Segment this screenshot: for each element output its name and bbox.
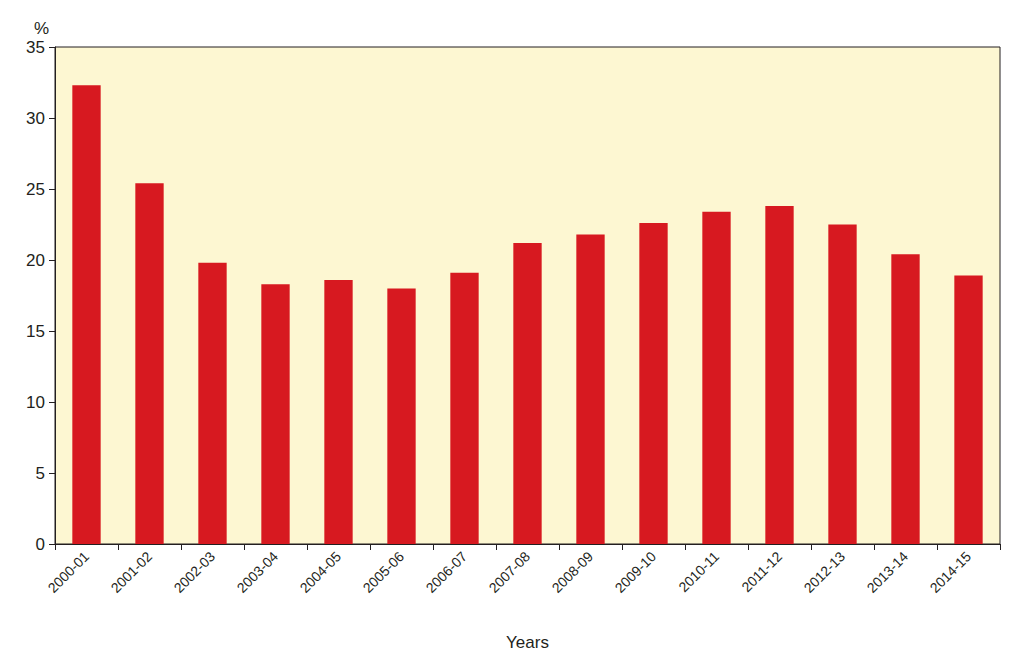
svg-text:%: % — [34, 19, 49, 38]
svg-text:2011-12: 2011-12 — [738, 548, 785, 595]
svg-text:2008-09: 2008-09 — [549, 548, 597, 596]
svg-text:2002-03: 2002-03 — [171, 548, 219, 596]
svg-text:Years: Years — [506, 633, 549, 652]
svg-text:15: 15 — [26, 322, 45, 341]
svg-text:2006-07: 2006-07 — [423, 548, 471, 596]
svg-text:2013-14: 2013-14 — [864, 548, 912, 596]
svg-text:2003-04: 2003-04 — [234, 548, 282, 596]
svg-text:2004-05: 2004-05 — [297, 548, 345, 596]
svg-text:35: 35 — [26, 38, 45, 57]
svg-text:2014-15: 2014-15 — [927, 548, 975, 596]
svg-text:10: 10 — [26, 393, 45, 412]
svg-text:20: 20 — [26, 251, 45, 270]
svg-text:2012-13: 2012-13 — [801, 548, 849, 596]
svg-text:2010-11: 2010-11 — [675, 548, 722, 595]
svg-text:2000-01: 2000-01 — [45, 548, 93, 596]
svg-text:25: 25 — [26, 180, 45, 199]
svg-text:2009-10: 2009-10 — [612, 548, 660, 596]
svg-text:2007-08: 2007-08 — [486, 548, 534, 596]
svg-text:30: 30 — [26, 109, 45, 128]
svg-text:2005-06: 2005-06 — [360, 548, 408, 596]
svg-text:0: 0 — [36, 535, 45, 554]
svg-text:5: 5 — [36, 464, 45, 483]
svg-text:2001-02: 2001-02 — [108, 548, 156, 596]
